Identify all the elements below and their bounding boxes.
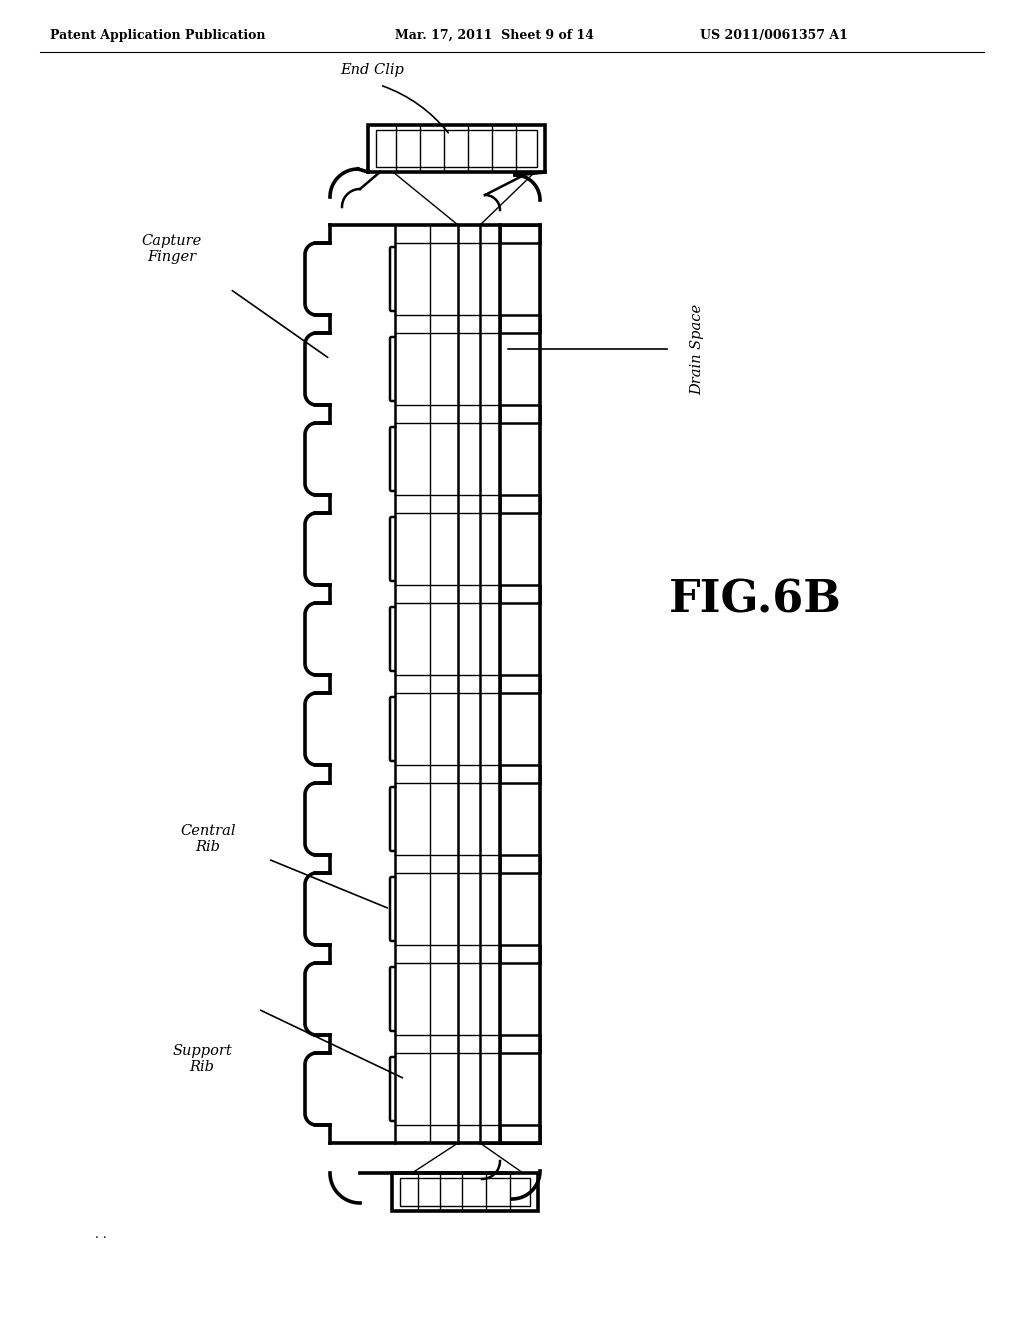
Bar: [500, 495, 540, 513]
Text: Central
Rib: Central Rib: [180, 824, 236, 854]
Bar: [500, 945, 540, 964]
Bar: [500, 766, 540, 783]
Text: Capture
Finger: Capture Finger: [142, 234, 202, 264]
Bar: [368, 125, 545, 172]
Text: End Clip: End Clip: [340, 63, 403, 77]
Text: FIG.6B: FIG.6B: [669, 578, 842, 622]
Text: US 2011/0061357 A1: US 2011/0061357 A1: [700, 29, 848, 41]
Text: Support
Rib: Support Rib: [172, 1044, 231, 1074]
Bar: [500, 1035, 540, 1053]
Text: Mar. 17, 2011  Sheet 9 of 14: Mar. 17, 2011 Sheet 9 of 14: [395, 29, 594, 41]
Text: Patent Application Publication: Patent Application Publication: [50, 29, 265, 41]
Bar: [500, 405, 540, 422]
Bar: [500, 585, 540, 603]
Bar: [500, 1125, 540, 1143]
Bar: [500, 224, 540, 243]
Bar: [500, 675, 540, 693]
Bar: [376, 129, 537, 168]
Text: . .: . .: [95, 1229, 106, 1242]
Text: Drain Space: Drain Space: [690, 304, 705, 395]
Bar: [500, 855, 540, 873]
Bar: [392, 1173, 538, 1210]
Bar: [500, 315, 540, 333]
Bar: [400, 1177, 530, 1206]
